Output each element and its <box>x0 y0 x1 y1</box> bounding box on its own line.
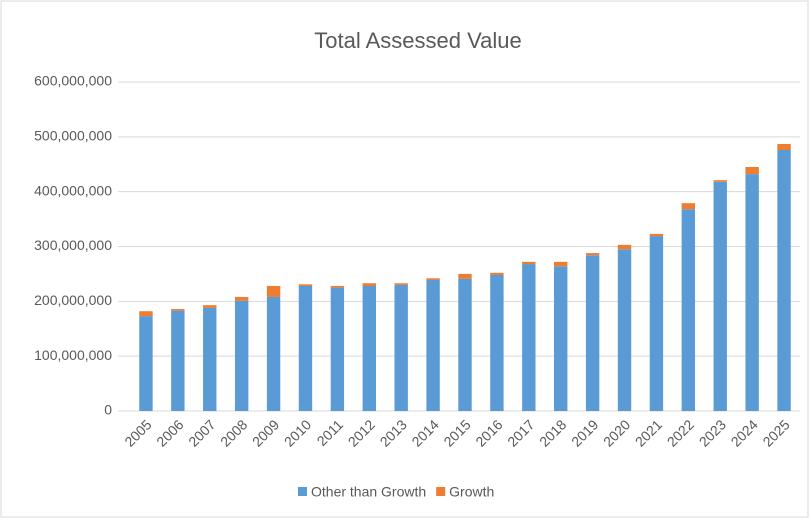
bar-segment <box>681 209 696 411</box>
bar-segment <box>234 296 249 301</box>
y-tick-label: 400,000,000 <box>34 182 112 198</box>
bar-segment <box>554 266 568 411</box>
bar-segment <box>203 305 217 308</box>
bar-segment <box>330 287 345 411</box>
bar-segment <box>617 244 632 250</box>
bar-segment <box>554 261 568 267</box>
bar-segment <box>522 261 536 265</box>
bar-segment <box>713 180 727 182</box>
bar-segment <box>585 255 600 411</box>
y-tick-label: 600,000,000 <box>34 73 112 89</box>
bar-segment <box>458 273 472 279</box>
bar-segment <box>203 307 217 411</box>
bar-segment <box>617 249 632 411</box>
bar-segment <box>745 166 759 175</box>
bar-segment <box>585 253 600 256</box>
y-tick-label: 0 <box>104 402 112 418</box>
bar-segment <box>649 233 664 237</box>
bar-segment <box>777 149 791 411</box>
bar-segment <box>458 278 472 411</box>
y-tick-label: 200,000,000 <box>34 292 112 308</box>
bar-segment <box>713 181 727 411</box>
bar-segment <box>266 285 281 297</box>
bar-segment <box>171 309 185 311</box>
bar-segment <box>394 284 408 411</box>
legend-swatch <box>436 487 446 496</box>
bar-segment <box>330 285 345 288</box>
bar-segment <box>522 264 536 411</box>
bar-segment <box>426 279 440 411</box>
bar-segment <box>171 310 185 411</box>
bar-segment <box>362 283 376 286</box>
bar-segment <box>649 236 664 411</box>
bar-segment <box>139 311 153 317</box>
legend-label: Growth <box>449 484 494 500</box>
bar-segment <box>490 275 504 411</box>
bar-segment <box>426 278 440 280</box>
bar-segment <box>777 143 791 150</box>
y-tick-label: 500,000,000 <box>34 128 112 144</box>
bar-segment <box>234 300 249 411</box>
bar-segment <box>681 203 696 210</box>
legend-label: Other than Growth <box>311 484 426 500</box>
bar-segment <box>139 316 153 411</box>
bar-segment <box>745 174 759 411</box>
y-tick-label: 100,000,000 <box>34 347 112 363</box>
bar-segment <box>298 285 313 411</box>
chart-title: Total Assessed Value <box>314 28 522 53</box>
bar-segment <box>266 296 281 411</box>
bar-segment <box>490 272 504 276</box>
legend-swatch <box>298 487 307 496</box>
bar-segment <box>362 285 376 411</box>
y-tick-label: 300,000,000 <box>34 237 112 253</box>
bar-segment <box>394 283 408 285</box>
bar-segment <box>298 284 313 286</box>
